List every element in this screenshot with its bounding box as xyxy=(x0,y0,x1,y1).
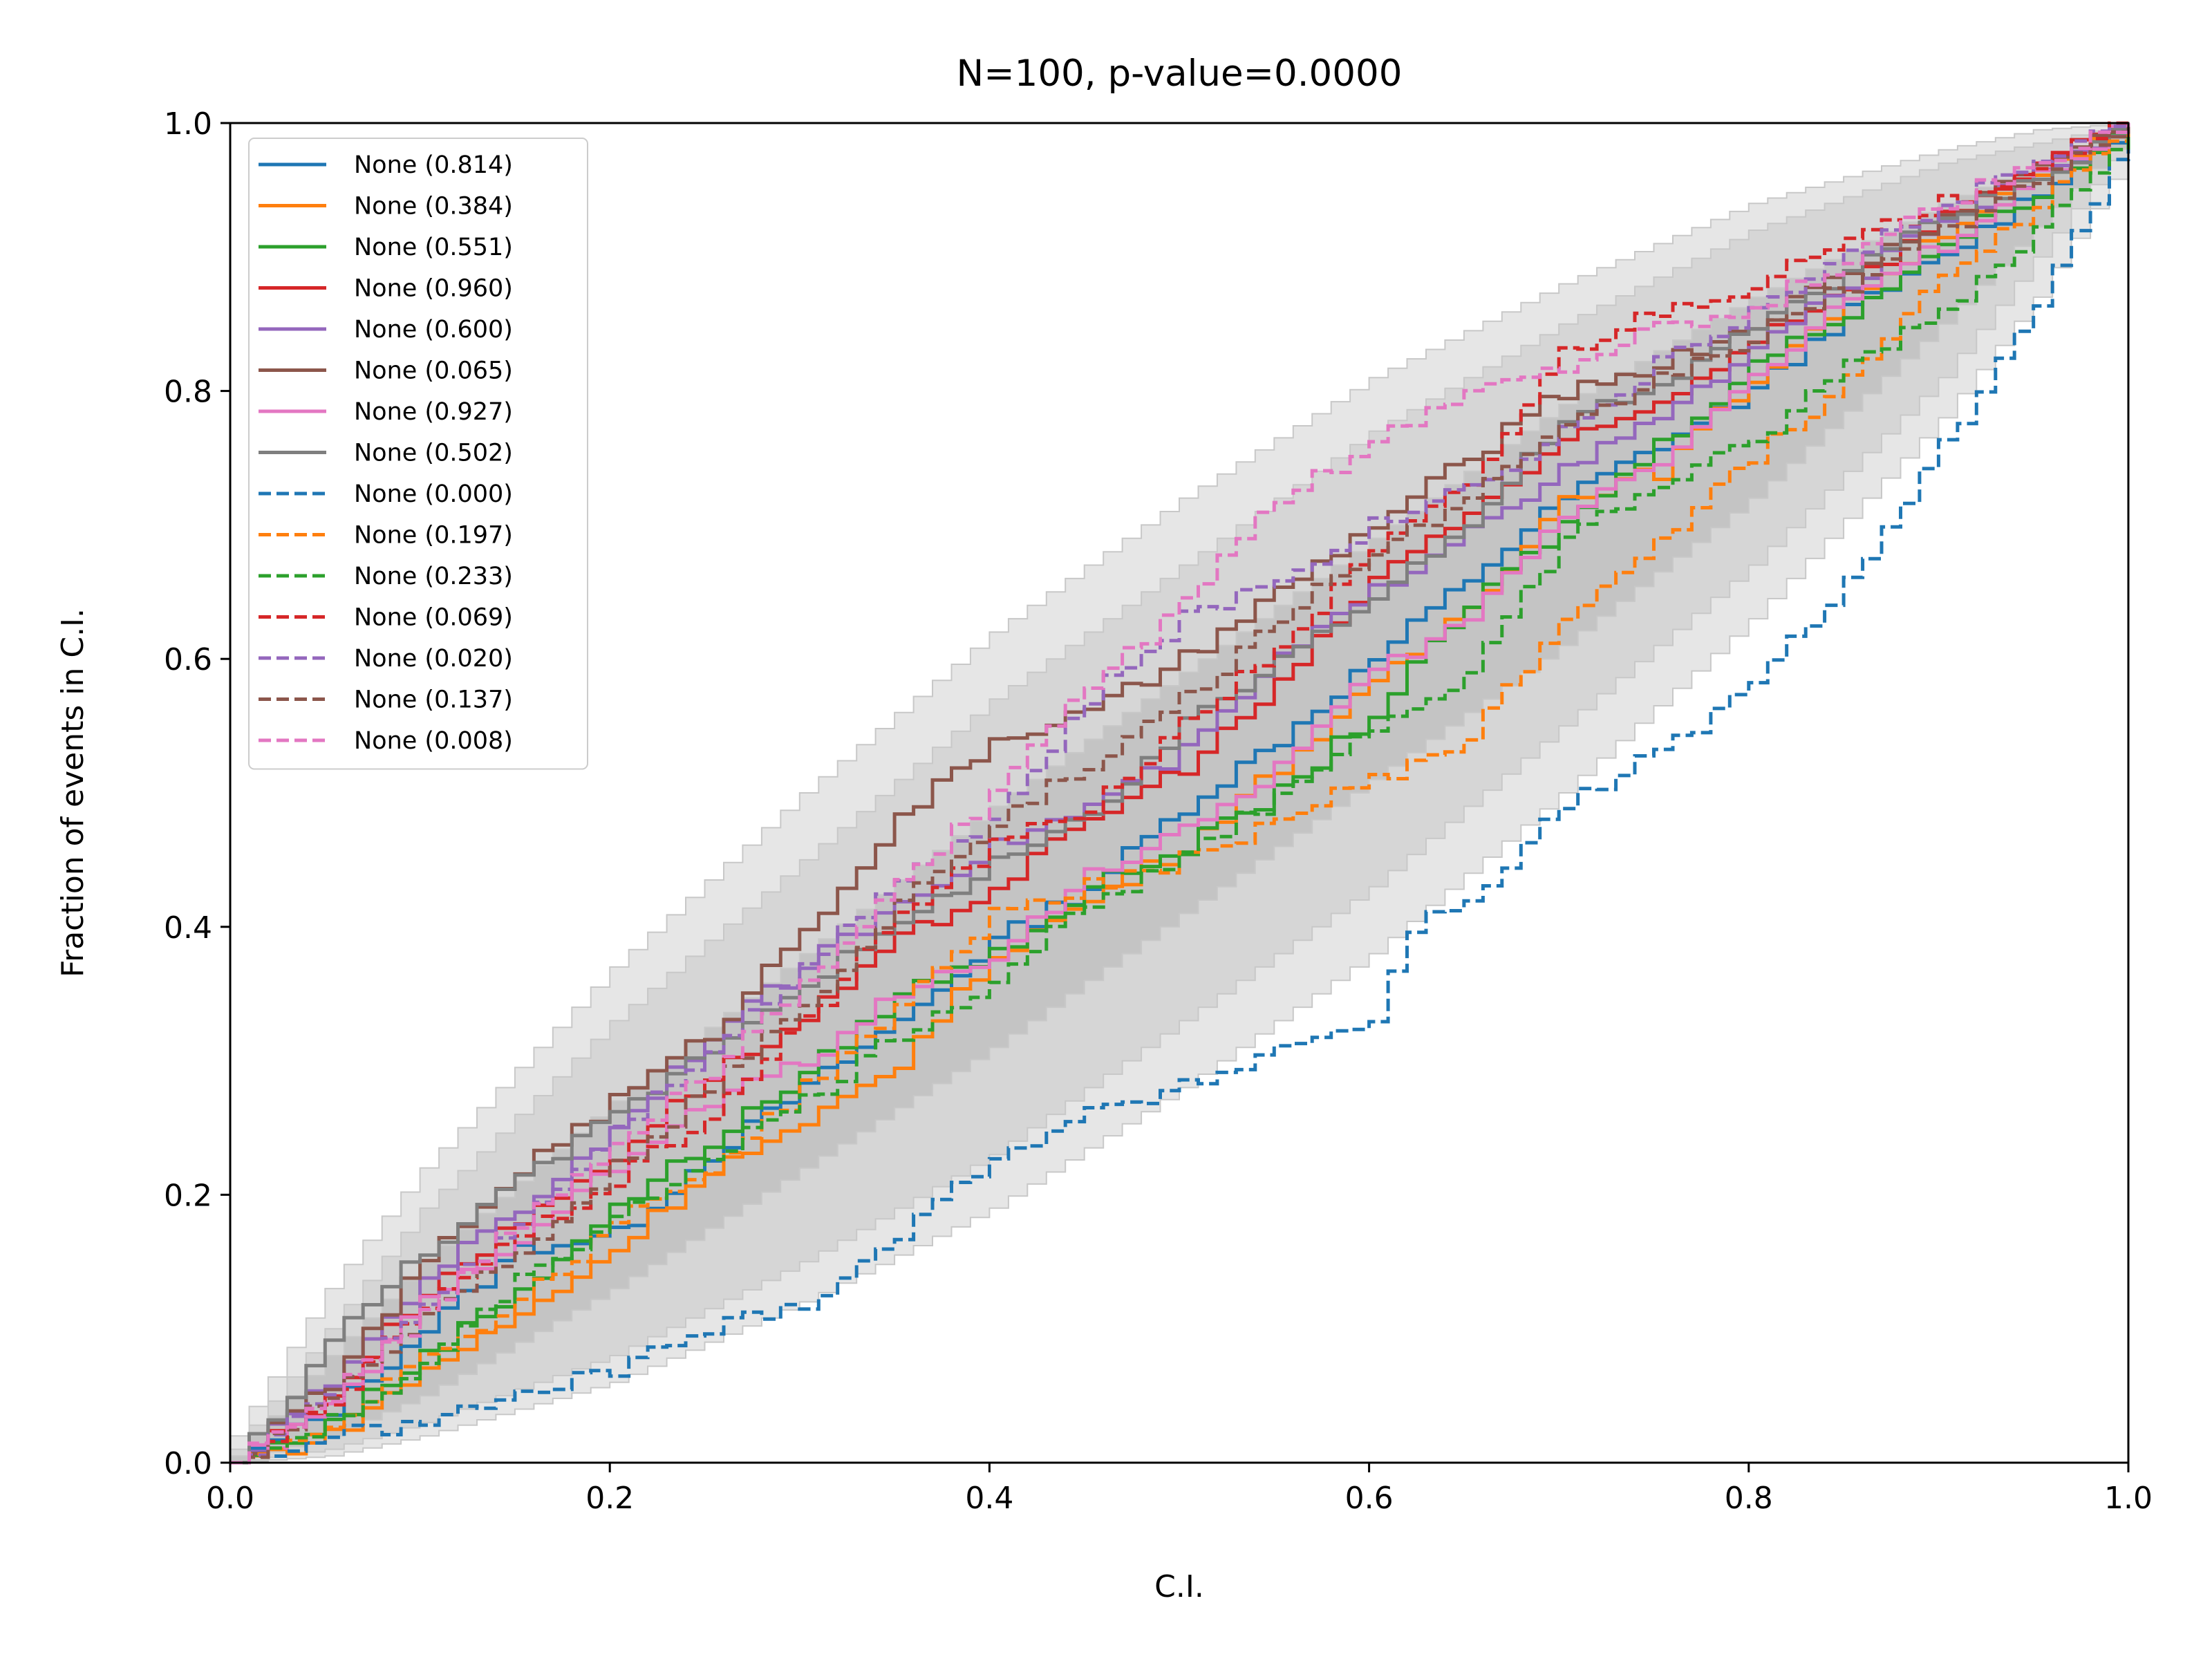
legend-label: None (0.197) xyxy=(354,522,513,550)
series-line-10 xyxy=(230,123,2130,1465)
legend-label: None (0.137) xyxy=(354,686,513,714)
series-line-11 xyxy=(230,123,2130,1465)
x-tick-label: 0.8 xyxy=(1725,1481,1773,1516)
legend-label: None (0.020) xyxy=(354,645,513,673)
series-line-12 xyxy=(230,121,2130,1465)
chart-title: N=100, p-value=0.0000 xyxy=(957,53,1403,95)
y-tick-label: 0.6 xyxy=(164,642,212,677)
y-tick-label: 0.8 xyxy=(164,375,212,410)
x-axis-ticks: 0.0 0.2 0.4 0.6 0.8 1.0 xyxy=(206,1463,2153,1516)
legend-label: None (0.008) xyxy=(354,727,513,755)
plot-frame xyxy=(229,122,2130,1464)
x-axis-label: C.I. xyxy=(1154,1569,1204,1604)
series-lines xyxy=(230,121,2130,1465)
y-axis-label: Fraction of events in C.I. xyxy=(55,608,91,977)
series-line-6 xyxy=(230,123,2130,1465)
series-line-15 xyxy=(230,123,2130,1465)
series-line-9 xyxy=(230,123,2130,1465)
x-tick-label: 0.2 xyxy=(585,1481,634,1516)
x-tick-label: 0.6 xyxy=(1345,1481,1394,1516)
y-axis-ticks: 0.0 0.2 0.4 0.6 0.8 1.0 xyxy=(164,106,230,1481)
y-tick-label: 0.0 xyxy=(164,1446,212,1481)
x-tick-label: 1.0 xyxy=(2104,1481,2153,1516)
x-tick-label: 0.0 xyxy=(206,1481,254,1516)
legend-label: None (0.233) xyxy=(354,563,513,590)
legend-label: None (0.927) xyxy=(354,398,513,426)
legend-label: None (0.069) xyxy=(354,604,513,632)
y-tick-label: 1.0 xyxy=(164,106,212,142)
legend-label: None (0.065) xyxy=(354,357,513,385)
legend-label: None (0.384) xyxy=(354,193,513,221)
legend-label: None (0.551) xyxy=(354,234,513,261)
legend-label: None (0.502) xyxy=(354,440,513,467)
legend-label: None (0.814) xyxy=(354,151,513,179)
legend-box xyxy=(248,138,588,770)
legend: None (0.814) None (0.384) None (0.551) None… xyxy=(248,138,588,770)
legend-label: None (0.000) xyxy=(354,480,513,508)
y-tick-label: 0.4 xyxy=(164,910,212,946)
series-line-1 xyxy=(230,123,2130,1465)
y-tick-label: 0.2 xyxy=(164,1178,212,1213)
legend-label: None (0.600) xyxy=(354,316,513,344)
x-tick-label: 0.4 xyxy=(965,1481,1013,1516)
legend-label: None (0.960) xyxy=(354,275,513,303)
